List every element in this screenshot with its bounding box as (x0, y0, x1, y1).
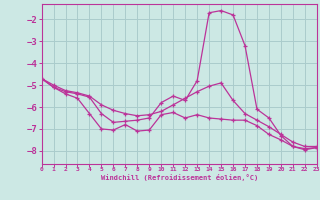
X-axis label: Windchill (Refroidissement éolien,°C): Windchill (Refroidissement éolien,°C) (100, 174, 258, 181)
